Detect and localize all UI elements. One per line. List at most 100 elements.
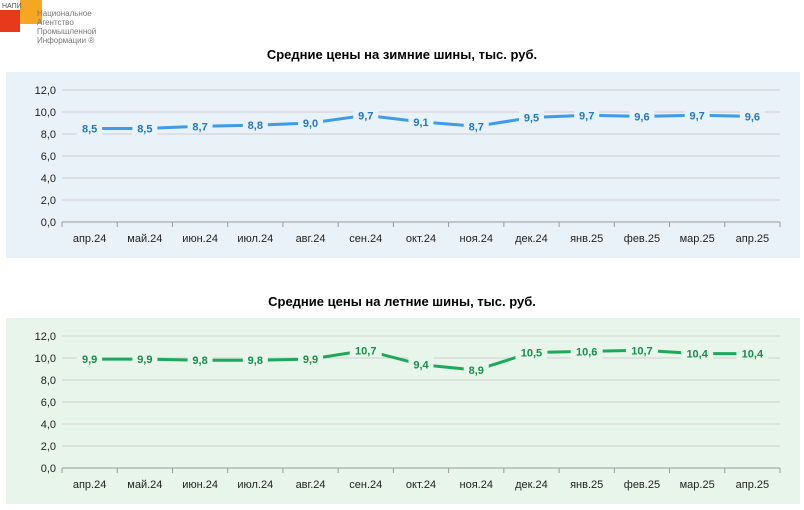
summer-data-label-bg (242, 352, 268, 368)
summer-data-label: 9,8 (248, 355, 263, 367)
winter-data-label-bg (132, 120, 158, 136)
winter-xtick-label: июл.24 (237, 233, 273, 245)
winter-data-label-bg (463, 118, 489, 134)
winter-ytick-label: 10,0 (35, 107, 56, 119)
winter-ytick-label: 2,0 (41, 195, 56, 207)
winter-data-label: 9,7 (690, 110, 705, 122)
summer-data-label-bg (681, 345, 714, 361)
summer-ytick-label: 12,0 (35, 331, 56, 343)
summer-xtick-label: окт.24 (406, 479, 436, 491)
winter-data-label: 8,7 (469, 121, 484, 133)
winter-data-label-bg (739, 108, 765, 124)
logo-orange-square (20, 0, 42, 24)
winter-xtick-label: апр.24 (73, 233, 106, 245)
winter-data-label-bg (518, 109, 544, 125)
winter-data-label-bg (242, 117, 268, 133)
summer-data-label-bg (408, 356, 434, 372)
winter-data-label: 9,6 (634, 111, 649, 123)
napi-logo: НАПИ Национальное Агентство Промышленной… (0, 0, 100, 56)
summer-data-label: 10,7 (355, 345, 376, 357)
summer-ytick-label: 0,0 (41, 463, 56, 475)
winter-xtick-label: сен.24 (349, 233, 382, 245)
winter-chart-title: Средние цены на зимние шины, тыс. руб. (266, 47, 538, 62)
summer-data-label: 9,8 (192, 355, 207, 367)
winter-xtick-label: янв.25 (570, 233, 603, 245)
winter-xtick-label: окт.24 (406, 233, 436, 245)
winter-ytick-label: 8,0 (41, 129, 56, 141)
summer-data-label: 9,9 (137, 354, 152, 366)
logo-line-2: Агентство (37, 18, 74, 27)
summer-data-label: 10,4 (686, 349, 708, 361)
summer-xtick-label: апр.24 (73, 479, 106, 491)
summer-data-label: 9,9 (82, 354, 97, 366)
summer-xtick-label: янв.25 (570, 479, 603, 491)
summer-background (6, 318, 800, 504)
winter-data-label-bg (298, 115, 324, 130)
summer-data-label: 9,4 (413, 360, 429, 372)
summer-ytick-label: 4,0 (41, 419, 56, 431)
logo-text: Национальное Агентство Промышленной Инфо… (37, 9, 96, 45)
winter-data-label: 9,0 (303, 118, 318, 130)
summer-xtick-label: ноя.24 (460, 479, 493, 491)
summer-data-label: 10,5 (521, 348, 542, 360)
winter-xtick-label: апр.25 (736, 233, 769, 245)
summer-data-label-bg (298, 351, 324, 367)
summer-data-label-bg (570, 343, 603, 359)
winter-data-label-bg (684, 107, 710, 123)
winter-data-label: 8,7 (192, 121, 207, 133)
summer-xtick-label: мар.25 (680, 479, 715, 491)
summer-data-label: 8,9 (469, 365, 484, 377)
summer-data-label: 10,7 (631, 345, 652, 357)
winter-data-label-bg (629, 108, 655, 124)
summer-ytick-label: 2,0 (41, 441, 56, 453)
summer-xtick-label: фев.25 (624, 479, 660, 491)
winter-ytick-label: 4,0 (41, 173, 56, 185)
winter-data-label-bg (353, 107, 379, 123)
winter-xtick-label: мар.25 (680, 233, 715, 245)
logo-line-3: Промышленной (37, 27, 97, 36)
summer-data-label: 10,4 (742, 349, 764, 361)
winter-data-label-bg (408, 113, 434, 129)
winter-xtick-label: май.24 (127, 233, 162, 245)
winter-data-label: 9,5 (524, 113, 539, 125)
summer-data-label-bg (463, 362, 489, 378)
summer-xtick-label: апр.25 (736, 479, 769, 491)
summer-xtick-label: июн.24 (182, 479, 218, 491)
summer-xtick-label: июл.24 (237, 479, 273, 491)
summer-data-label-bg (187, 352, 213, 368)
winter-data-label: 8,5 (137, 124, 152, 136)
winter-ytick-label: 12,0 (35, 85, 56, 97)
summer-xtick-label: дек.24 (515, 479, 548, 491)
summer-data-label-bg (349, 342, 382, 358)
summer-ytick-label: 10,0 (35, 353, 56, 365)
summer-xtick-label: сен.24 (349, 479, 382, 491)
summer-data-label-bg (132, 351, 158, 367)
winter-xtick-label: авг.24 (296, 233, 326, 245)
logo-line-1: Национальное (37, 9, 92, 18)
summer-data-label-bg (736, 345, 769, 361)
summer-xtick-label: авг.24 (296, 479, 326, 491)
summer-data-label: 10,6 (576, 346, 597, 358)
winter-data-label-bg (574, 107, 600, 123)
winter-xtick-label: июн.24 (182, 233, 218, 245)
summer-chart: 0,0 2,0 4,0 6,0 8,0 10,0 12,0 апр.24 май.24 июн.2… (6, 318, 800, 504)
winter-data-label-bg (77, 120, 103, 136)
logo-abbr: НАПИ (2, 3, 22, 10)
winter-ytick-label: 0,0 (41, 217, 56, 229)
winter-xtick-label: фев.25 (624, 233, 660, 245)
summer-data-label-bg (625, 342, 658, 358)
winter-ytick-label: 6,0 (41, 151, 56, 163)
winter-chart: 0,0 2,0 4,0 6,0 8,0 10,0 12,0 апр.24 май.24 июн.2… (6, 72, 800, 258)
winter-background (6, 72, 800, 258)
winter-data-label-bg (187, 118, 213, 134)
winter-chart-svg: 0,0 2,0 4,0 6,0 8,0 10,0 12,0 апр.24 май.24 июн.2… (6, 72, 800, 258)
summer-data-label: 9,9 (303, 354, 318, 366)
winter-data-label: 9,1 (413, 117, 428, 129)
summer-ytick-label: 6,0 (41, 397, 56, 409)
winter-data-label: 8,5 (82, 124, 97, 136)
logo-red-square (0, 10, 20, 32)
summer-data-label-bg (515, 344, 548, 360)
winter-data-label: 9,7 (358, 110, 373, 122)
summer-chart-svg: 0,0 2,0 4,0 6,0 8,0 10,0 12,0 апр.24 май.24 июн.2… (6, 318, 800, 504)
summer-xtick-label: май.24 (127, 479, 162, 491)
